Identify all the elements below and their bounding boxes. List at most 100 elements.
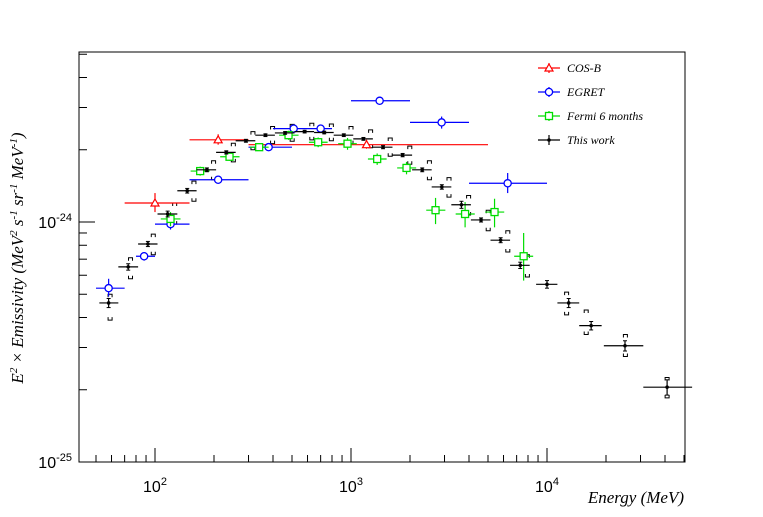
marker-dot xyxy=(224,150,229,155)
sys-error-bracket xyxy=(368,129,374,133)
legend-label: COS-B xyxy=(567,61,602,75)
sys-error-bracket xyxy=(250,131,256,135)
data-point xyxy=(196,167,217,173)
legend-label: EGRET xyxy=(566,85,606,99)
sys-error-bracket xyxy=(309,136,315,141)
marker-dot xyxy=(440,185,444,189)
data-point xyxy=(397,161,417,175)
series-fermi-6-months xyxy=(160,130,534,281)
sys-error-bracket xyxy=(622,353,628,358)
data-point xyxy=(249,143,269,152)
data-point xyxy=(410,116,470,129)
data-point xyxy=(431,184,452,190)
sys-error-bracket xyxy=(485,227,491,232)
legend-marker xyxy=(547,138,551,142)
data-point xyxy=(248,139,488,149)
marker-dot xyxy=(623,343,627,348)
sys-error-bracket xyxy=(128,275,134,280)
legend-marker xyxy=(544,111,554,121)
marker-square xyxy=(490,207,499,217)
sys-error-bracket xyxy=(150,251,156,256)
sys-error-bracket xyxy=(564,291,570,296)
marker-square xyxy=(166,214,175,224)
marker-dot xyxy=(126,265,131,269)
data-point xyxy=(469,173,547,194)
axis-ticks xyxy=(79,53,685,463)
marker-dot xyxy=(545,282,549,287)
plot-frame xyxy=(78,51,686,463)
marker-dot xyxy=(498,238,503,242)
legend-entry-this-work: This work xyxy=(538,133,615,147)
marker-dot xyxy=(322,130,327,135)
marker-dot xyxy=(205,168,209,172)
marker-dot xyxy=(185,188,190,193)
data-point xyxy=(643,379,693,396)
plot-area-border xyxy=(78,51,686,463)
y-tick-label: 10-25 xyxy=(38,452,72,472)
data-point xyxy=(455,202,475,228)
data-point xyxy=(372,145,393,150)
sys-error-bracket xyxy=(107,317,113,321)
sys-error-bracket xyxy=(583,331,589,335)
sys-error-bracket xyxy=(211,160,217,164)
data-point xyxy=(603,340,644,352)
marker-circle xyxy=(503,179,512,188)
series-this-work xyxy=(99,129,693,396)
x-axis-title: Energy (MeV) xyxy=(587,488,684,507)
marker-square xyxy=(196,166,205,176)
data-point xyxy=(514,232,534,281)
data-point xyxy=(314,130,334,135)
marker-dot xyxy=(244,138,248,143)
legend: COS-B EGRET Fermi 6 months This work xyxy=(538,61,643,147)
legend-entry-cos-b: COS-B xyxy=(538,61,602,75)
marker-square xyxy=(519,252,528,261)
data-point xyxy=(118,263,139,271)
sys-error-bracket xyxy=(387,153,393,157)
marker-dot xyxy=(420,168,425,172)
data-point xyxy=(412,167,432,173)
marker-dot xyxy=(589,323,593,328)
data-point xyxy=(99,298,119,309)
data-point xyxy=(351,96,411,106)
data-point xyxy=(333,133,354,138)
marker-dot xyxy=(165,212,170,216)
marker-square xyxy=(373,154,382,164)
sys-error-bracket xyxy=(387,137,393,141)
data-point xyxy=(273,124,308,133)
marker-square xyxy=(314,138,323,147)
sys-error-bracket xyxy=(505,230,511,234)
sys-error-bracket xyxy=(328,123,334,128)
sys-error-bracket xyxy=(583,309,589,313)
sys-error-bracket xyxy=(466,194,472,199)
marker-dot xyxy=(518,263,523,268)
marker-square xyxy=(225,152,234,161)
marker-dot xyxy=(400,153,405,157)
data-point xyxy=(308,137,328,148)
data-series xyxy=(95,96,693,396)
marker-triangle xyxy=(213,134,224,144)
marker-square xyxy=(284,131,293,140)
marker-square xyxy=(255,143,264,152)
data-point xyxy=(367,153,387,165)
data-point xyxy=(353,136,373,141)
data-point xyxy=(189,175,249,184)
marker-dot xyxy=(106,301,111,305)
legend-entry-egret: EGRET xyxy=(538,85,606,99)
marker-triangle xyxy=(149,197,161,207)
marker-dot xyxy=(361,137,366,141)
x-tick-label: 103 xyxy=(339,476,363,496)
marker-triangle xyxy=(361,139,372,149)
data-point xyxy=(579,320,602,331)
data-point xyxy=(138,240,158,248)
marker-dot xyxy=(342,133,346,137)
sys-error-bracket xyxy=(348,125,354,130)
data-point xyxy=(216,150,236,155)
legend-label: This work xyxy=(567,133,615,147)
marker-circle xyxy=(104,283,113,293)
data-point xyxy=(157,210,178,218)
sys-error-bracket xyxy=(270,125,276,130)
data-point xyxy=(536,280,558,289)
sys-error-bracket xyxy=(426,160,432,164)
legend-label: Fermi 6 months xyxy=(566,109,643,123)
